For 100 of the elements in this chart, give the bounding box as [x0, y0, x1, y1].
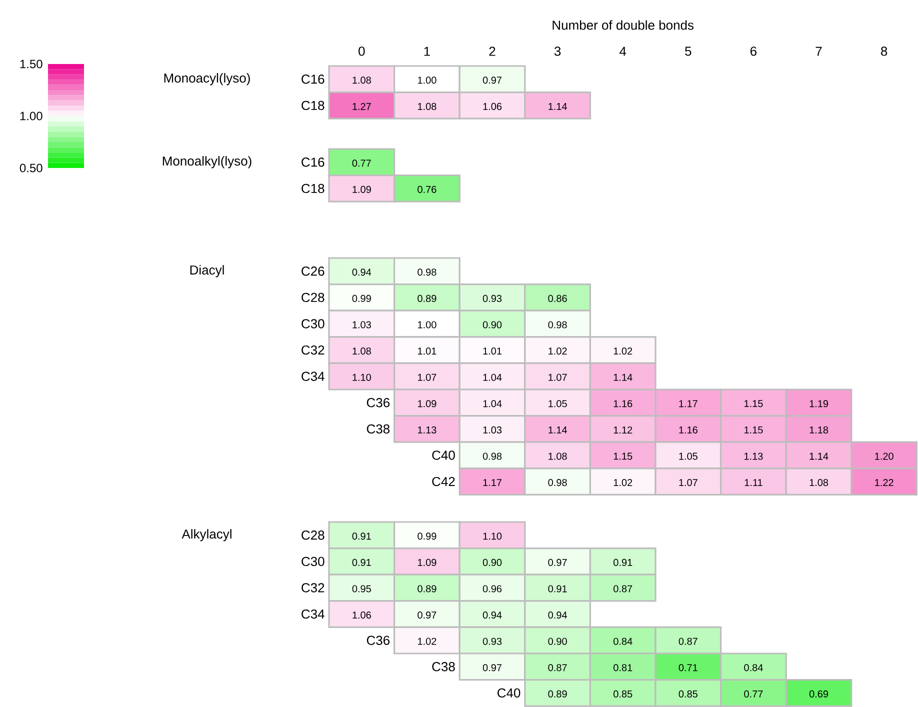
- data-label: 1.08: [352, 348, 371, 355]
- data-label: 0.95: [352, 585, 371, 592]
- data-label: 0.98: [548, 321, 567, 328]
- data-label: 1.08: [548, 452, 567, 460]
- data-label: 0.87: [614, 585, 632, 592]
- data-label: 0.91: [614, 558, 632, 566]
- data-label: 0.76: [418, 186, 436, 193]
- data-label: 0.86: [548, 294, 567, 302]
- data-label: 0.94: [482, 612, 502, 619]
- data-label: 0.99: [352, 294, 371, 302]
- y-tick-label: C36: [366, 636, 390, 645]
- y-tick-label: C30: [302, 556, 324, 566]
- data-label: 1.06: [352, 612, 371, 619]
- data-label: 0.93: [482, 638, 502, 645]
- data-label: 0.94: [352, 268, 372, 276]
- data-label: 1.19: [810, 400, 828, 408]
- data-label: 1.00: [418, 321, 436, 328]
- data-label: 1.03: [352, 321, 371, 328]
- data-label: 1.05: [548, 400, 567, 408]
- data-label: 0.97: [418, 612, 436, 619]
- x-tick-label: 3: [554, 46, 561, 56]
- data-label: 1.08: [810, 479, 828, 486]
- data-label: 0.97: [548, 558, 567, 566]
- data-label: 1.03: [483, 426, 502, 434]
- data-label: 0.81: [614, 664, 632, 672]
- data-label: 1.16: [679, 426, 698, 434]
- data-label: 1.13: [744, 452, 763, 460]
- data-label: 1.15: [744, 426, 763, 434]
- data-label: 0.90: [482, 321, 502, 328]
- data-label: 1.01: [483, 348, 502, 355]
- y-tick-label: C34: [302, 609, 324, 619]
- data-label: 1.08: [352, 76, 371, 84]
- data-label: 1.06: [483, 102, 502, 110]
- data-label: 0.98: [418, 268, 436, 276]
- data-label: 1.15: [744, 400, 763, 408]
- y-axis-title: Monoalkyl(lyso): [162, 156, 252, 168]
- y-tick-label: C38: [366, 424, 390, 434]
- data-label: 1.05: [679, 452, 698, 460]
- y-tick-label: C40: [498, 688, 520, 698]
- data-label: 1.13: [418, 426, 436, 434]
- data-label: 0.91: [352, 558, 371, 566]
- data-label: 0.96: [482, 585, 502, 592]
- data-label: 1.18: [810, 426, 828, 434]
- x-tick-label: 6: [750, 46, 757, 56]
- data-label: 1.20: [875, 452, 894, 460]
- data-label: 0.84: [614, 638, 632, 645]
- data-label: 1.10: [352, 374, 371, 381]
- data-label: 0.94: [548, 612, 567, 619]
- data-label: 0.85: [614, 690, 632, 698]
- data-label: 0.69: [809, 690, 828, 698]
- x-tick-label: 4: [620, 46, 626, 56]
- data-label: 1.14: [614, 374, 632, 381]
- y-axis-title: Monoacyl(lyso): [164, 73, 250, 86]
- y-tick-label: C16: [302, 158, 324, 167]
- data-label: 1.04: [483, 400, 502, 408]
- x-tick-label: 0: [358, 46, 365, 56]
- data-label: 0.89: [548, 690, 567, 698]
- data-label: 0.98: [482, 452, 502, 460]
- x-tick-label: 1: [424, 46, 430, 56]
- data-label: 0.99: [418, 532, 436, 540]
- x-tick-label: 8: [881, 46, 888, 56]
- y-tick-label: C32: [302, 345, 324, 355]
- data-label: 1.02: [418, 638, 436, 645]
- data-label: 1.15: [614, 452, 632, 460]
- y-tick-label: C28: [302, 530, 324, 540]
- data-label: 1.09: [418, 400, 436, 408]
- color-bar-label: 1.50: [20, 60, 42, 68]
- y-tick-label: C26: [302, 266, 324, 276]
- data-label: 0.89: [418, 585, 436, 592]
- data-label: 0.97: [482, 664, 502, 672]
- data-label: 0.90: [548, 638, 567, 645]
- data-label: 1.01: [418, 348, 436, 355]
- data-label: 1.27: [352, 102, 371, 110]
- x-tick-label: 2: [489, 46, 496, 56]
- y-tick-label: C30: [302, 319, 324, 328]
- data-label: 1.09: [352, 186, 371, 193]
- data-label: 0.77: [352, 160, 371, 167]
- y-tick-label: C18: [302, 100, 324, 110]
- data-label: 0.90: [482, 558, 502, 566]
- data-label: 1.07: [679, 479, 698, 486]
- y-tick-label: C42: [432, 476, 455, 486]
- data-label: 1.02: [614, 348, 632, 355]
- data-label: 1.07: [418, 374, 436, 381]
- x-tick-label: 5: [685, 46, 692, 56]
- data-label: 1.02: [548, 348, 567, 355]
- data-label: 1.10: [483, 532, 502, 540]
- x-tick-label: 7: [816, 46, 822, 56]
- data-label: 0.87: [678, 638, 698, 645]
- y-tick-label: C38: [432, 662, 455, 672]
- data-label: 0.91: [548, 585, 567, 592]
- y-tick-label: C40: [432, 450, 455, 460]
- data-label: 0.85: [678, 690, 698, 698]
- data-label: 1.07: [548, 374, 567, 381]
- color-bar-label: 0.50: [20, 164, 42, 172]
- data-label: 0.89: [418, 294, 436, 302]
- y-tick-label: C28: [302, 292, 324, 302]
- data-label: 1.16: [614, 400, 632, 408]
- data-label: 0.91: [352, 532, 371, 540]
- data-label: 1.00: [418, 76, 436, 84]
- y-tick-label: C18: [302, 184, 324, 194]
